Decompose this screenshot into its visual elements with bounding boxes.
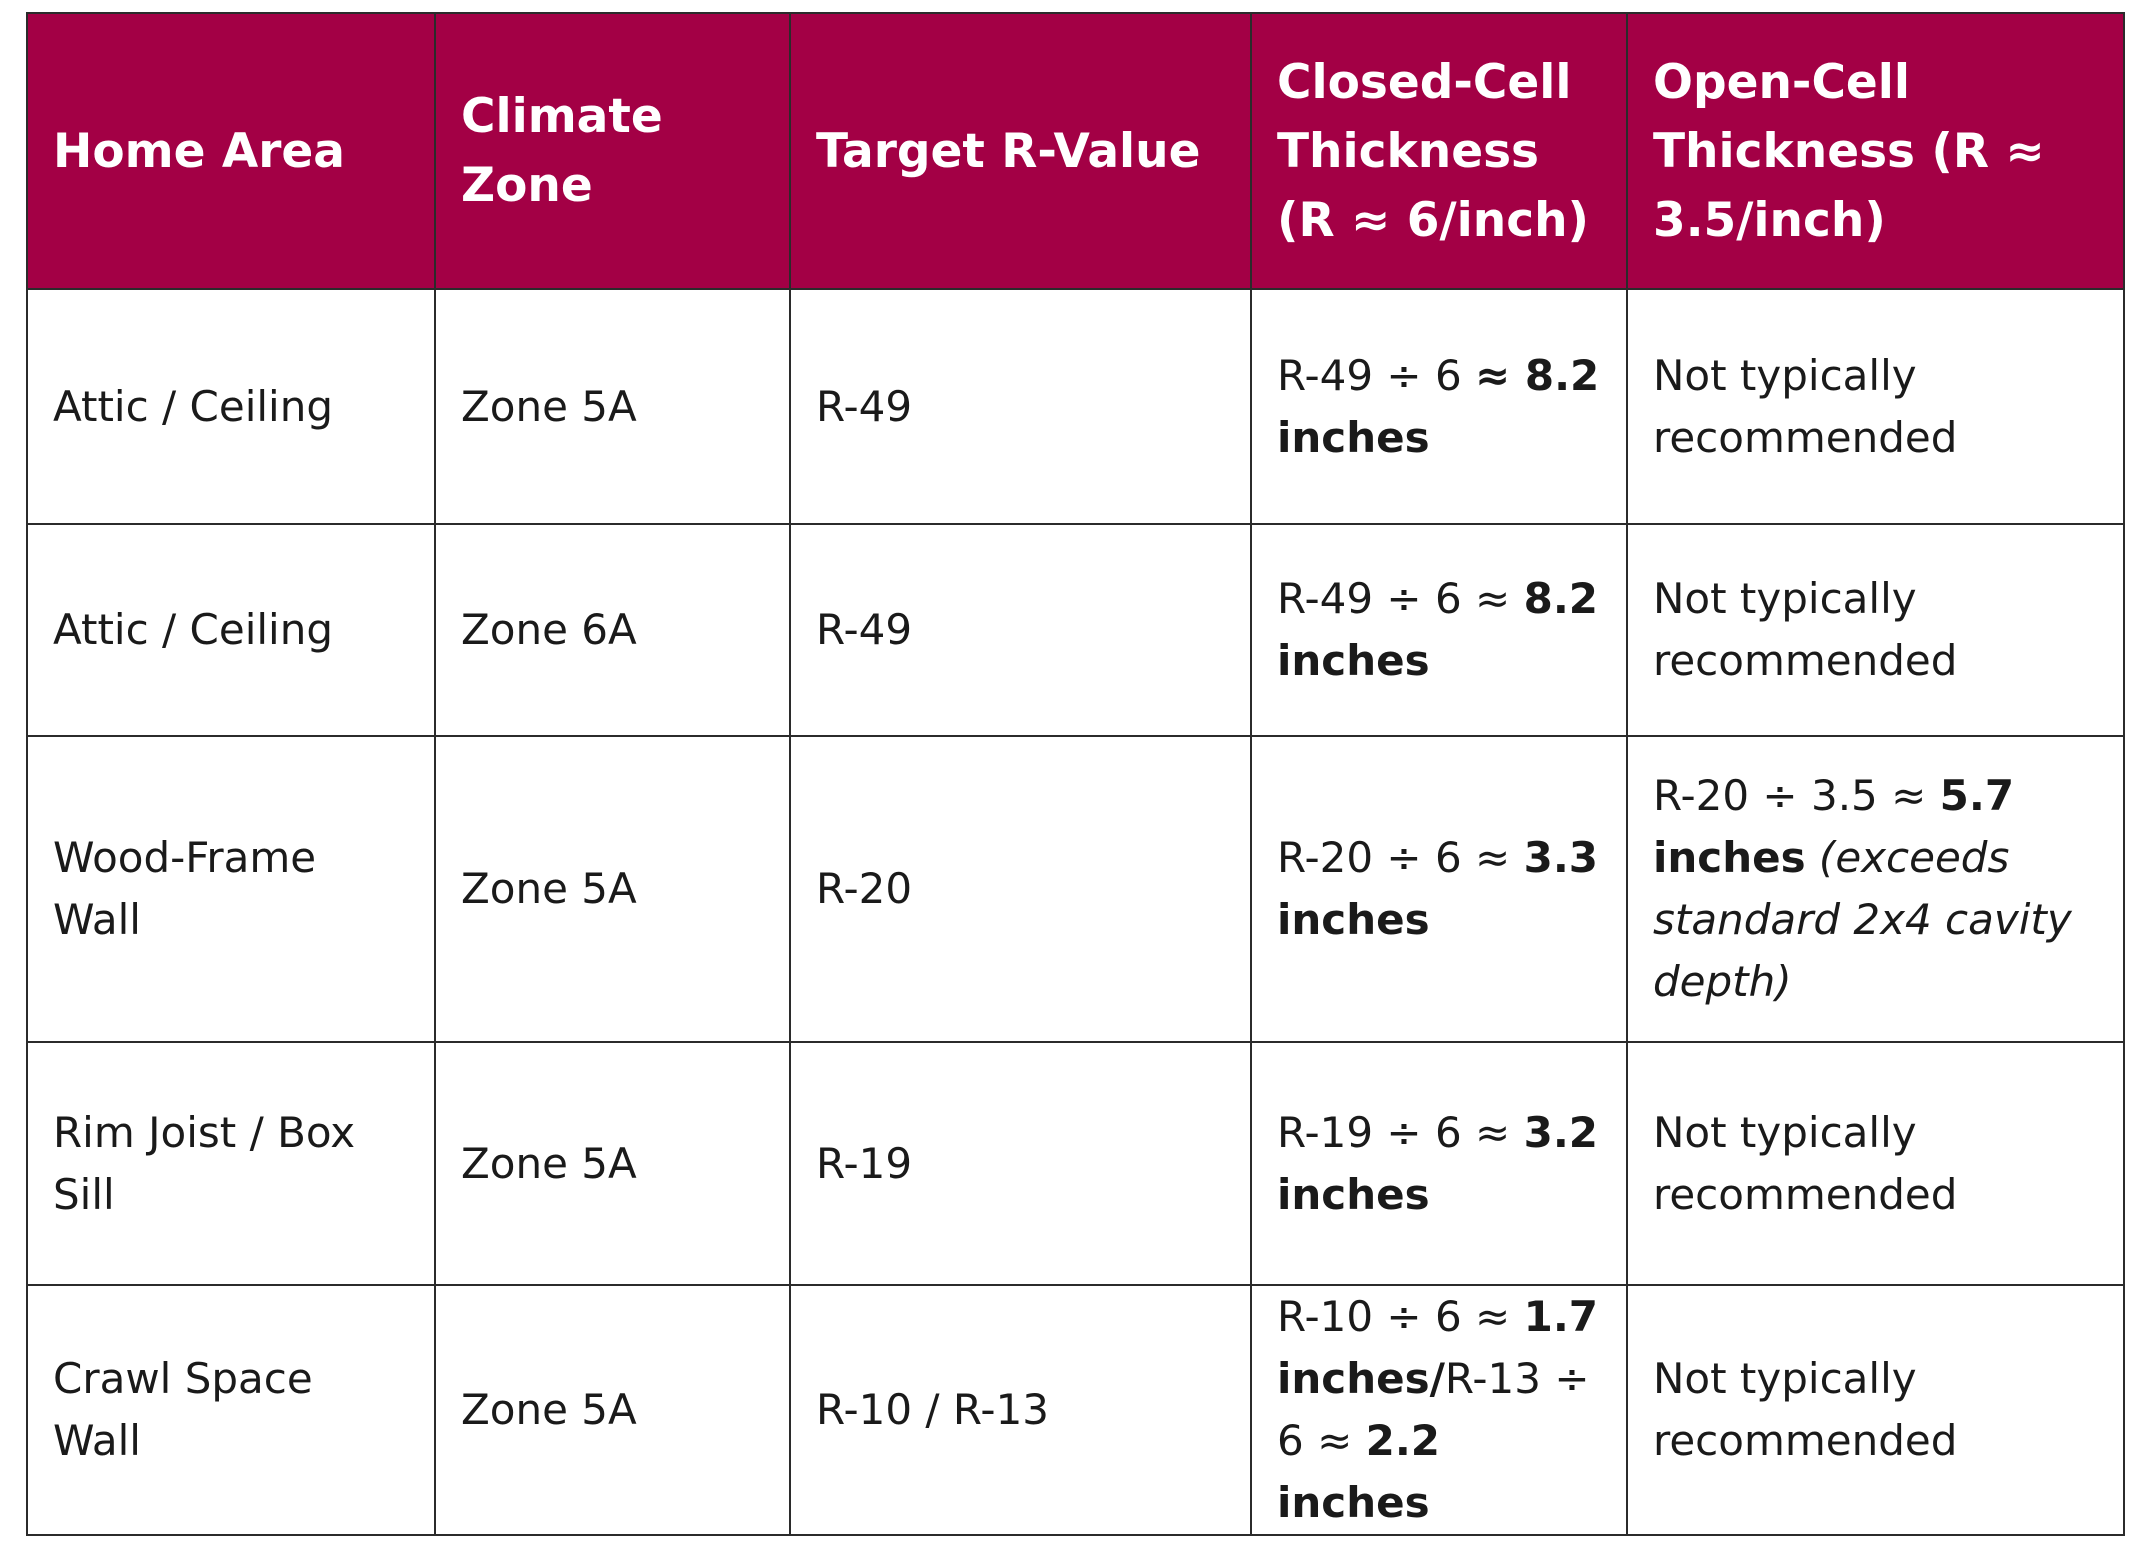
open-cell-note: (exceeds standard 2x4 cavity depth)	[1653, 833, 2072, 1006]
cell-open-cell: Not typically recommended	[1626, 288, 2125, 525]
cell-home-area: Wood-Frame Wall	[26, 735, 436, 1043]
table-row: Wood-Frame Wall Zone 5A R-20 R-20 ÷ 6 ≈ …	[26, 735, 2125, 1043]
header-row: Home Area Climate Zone Target R-Value Cl…	[26, 12, 2125, 290]
closed-cell-result: 1.7 inches/	[1277, 1292, 1598, 1403]
closed-cell-result: ≈ 8.2 inches	[1277, 350, 1600, 462]
cell-climate-zone: Zone 5A	[434, 288, 791, 525]
cell-open-cell: Not typically recommended	[1626, 1041, 2125, 1286]
cell-target-r-value: R-49	[789, 288, 1252, 525]
cell-closed-cell: R-49 ÷ 6 ≈ 8.2 inches	[1250, 523, 1628, 737]
table-header: Home Area Climate Zone Target R-Value Cl…	[26, 12, 2125, 290]
closed-cell-calc: R-10 ÷ 6 ≈	[1277, 1292, 1524, 1341]
header-climate-zone: Climate Zone	[434, 12, 791, 290]
cell-climate-zone: Zone 5A	[434, 1284, 791, 1536]
table-row: Rim Joist / Box Sill Zone 5A R-19 R-19 ÷…	[26, 1041, 2125, 1286]
cell-target-r-value: R-49	[789, 523, 1252, 737]
closed-cell-result: 3.3 inches	[1277, 833, 1598, 944]
cell-home-area: Attic / Ceiling	[26, 523, 436, 737]
header-open-cell-thickness: Open-Cell Thickness (R ≈ 3.5/inch)	[1626, 12, 2125, 290]
r-value-table: Home Area Climate Zone Target R-Value Cl…	[26, 12, 2125, 1536]
cell-target-r-value: R-10 / R-13	[789, 1284, 1252, 1536]
cell-open-cell: Not typically recommended	[1626, 523, 2125, 737]
header-home-area: Home Area	[26, 12, 436, 290]
table-row: Attic / Ceiling Zone 6A R-49 R-49 ÷ 6 ≈ …	[26, 523, 2125, 737]
cell-closed-cell: R-20 ÷ 6 ≈ 3.3 inches	[1250, 735, 1628, 1043]
header-target-r-value: Target R-Value	[789, 12, 1252, 290]
open-cell-result: 5.7 inches	[1653, 771, 2015, 882]
cell-climate-zone: Zone 5A	[434, 1041, 791, 1286]
table-row: Crawl Space Wall Zone 5A R-10 / R-13 R-1…	[26, 1284, 2125, 1536]
closed-cell-calc: R-19 ÷ 6 ≈	[1277, 1107, 1524, 1157]
open-cell-calc: R-20 ÷ 3.5 ≈	[1653, 771, 1940, 820]
cell-open-cell: R-20 ÷ 3.5 ≈ 5.7 inches (exceeds standar…	[1626, 735, 2125, 1043]
table-row: Attic / Ceiling Zone 5A R-49 R-49 ÷ 6 ≈ …	[26, 288, 2125, 525]
cell-home-area: Attic / Ceiling	[26, 288, 436, 525]
cell-closed-cell: R-10 ÷ 6 ≈ 1.7 inches/R-13 ÷ 6 ≈ 2.2 inc…	[1250, 1284, 1628, 1536]
cell-target-r-value: R-20	[789, 735, 1252, 1043]
closed-cell-result: 3.2 inches	[1277, 1107, 1598, 1219]
cell-home-area: Rim Joist / Box Sill	[26, 1041, 436, 1286]
table-body: Attic / Ceiling Zone 5A R-49 R-49 ÷ 6 ≈ …	[26, 288, 2125, 1536]
closed-cell-calc: R-49 ÷ 6	[1277, 350, 1476, 400]
closed-cell-calc-2: R-13 ÷ 6 ≈	[1277, 1354, 1590, 1465]
closed-cell-result-2: 2.2 inches	[1277, 1416, 1441, 1527]
cell-home-area: Crawl Space Wall	[26, 1284, 436, 1536]
cell-climate-zone: Zone 6A	[434, 523, 791, 737]
cell-closed-cell: R-49 ÷ 6 ≈ 8.2 inches	[1250, 288, 1628, 525]
cell-closed-cell: R-19 ÷ 6 ≈ 3.2 inches	[1250, 1041, 1628, 1286]
closed-cell-calc: R-20 ÷ 6 ≈	[1277, 833, 1524, 882]
cell-target-r-value: R-19	[789, 1041, 1252, 1286]
closed-cell-result: 8.2 inches	[1277, 574, 1598, 685]
header-closed-cell-thickness: Closed-Cell Thickness (R ≈ 6/inch)	[1250, 12, 1628, 290]
cell-open-cell: Not typically recommended	[1626, 1284, 2125, 1536]
closed-cell-calc: R-49 ÷ 6 ≈	[1277, 574, 1524, 623]
cell-climate-zone: Zone 5A	[434, 735, 791, 1043]
